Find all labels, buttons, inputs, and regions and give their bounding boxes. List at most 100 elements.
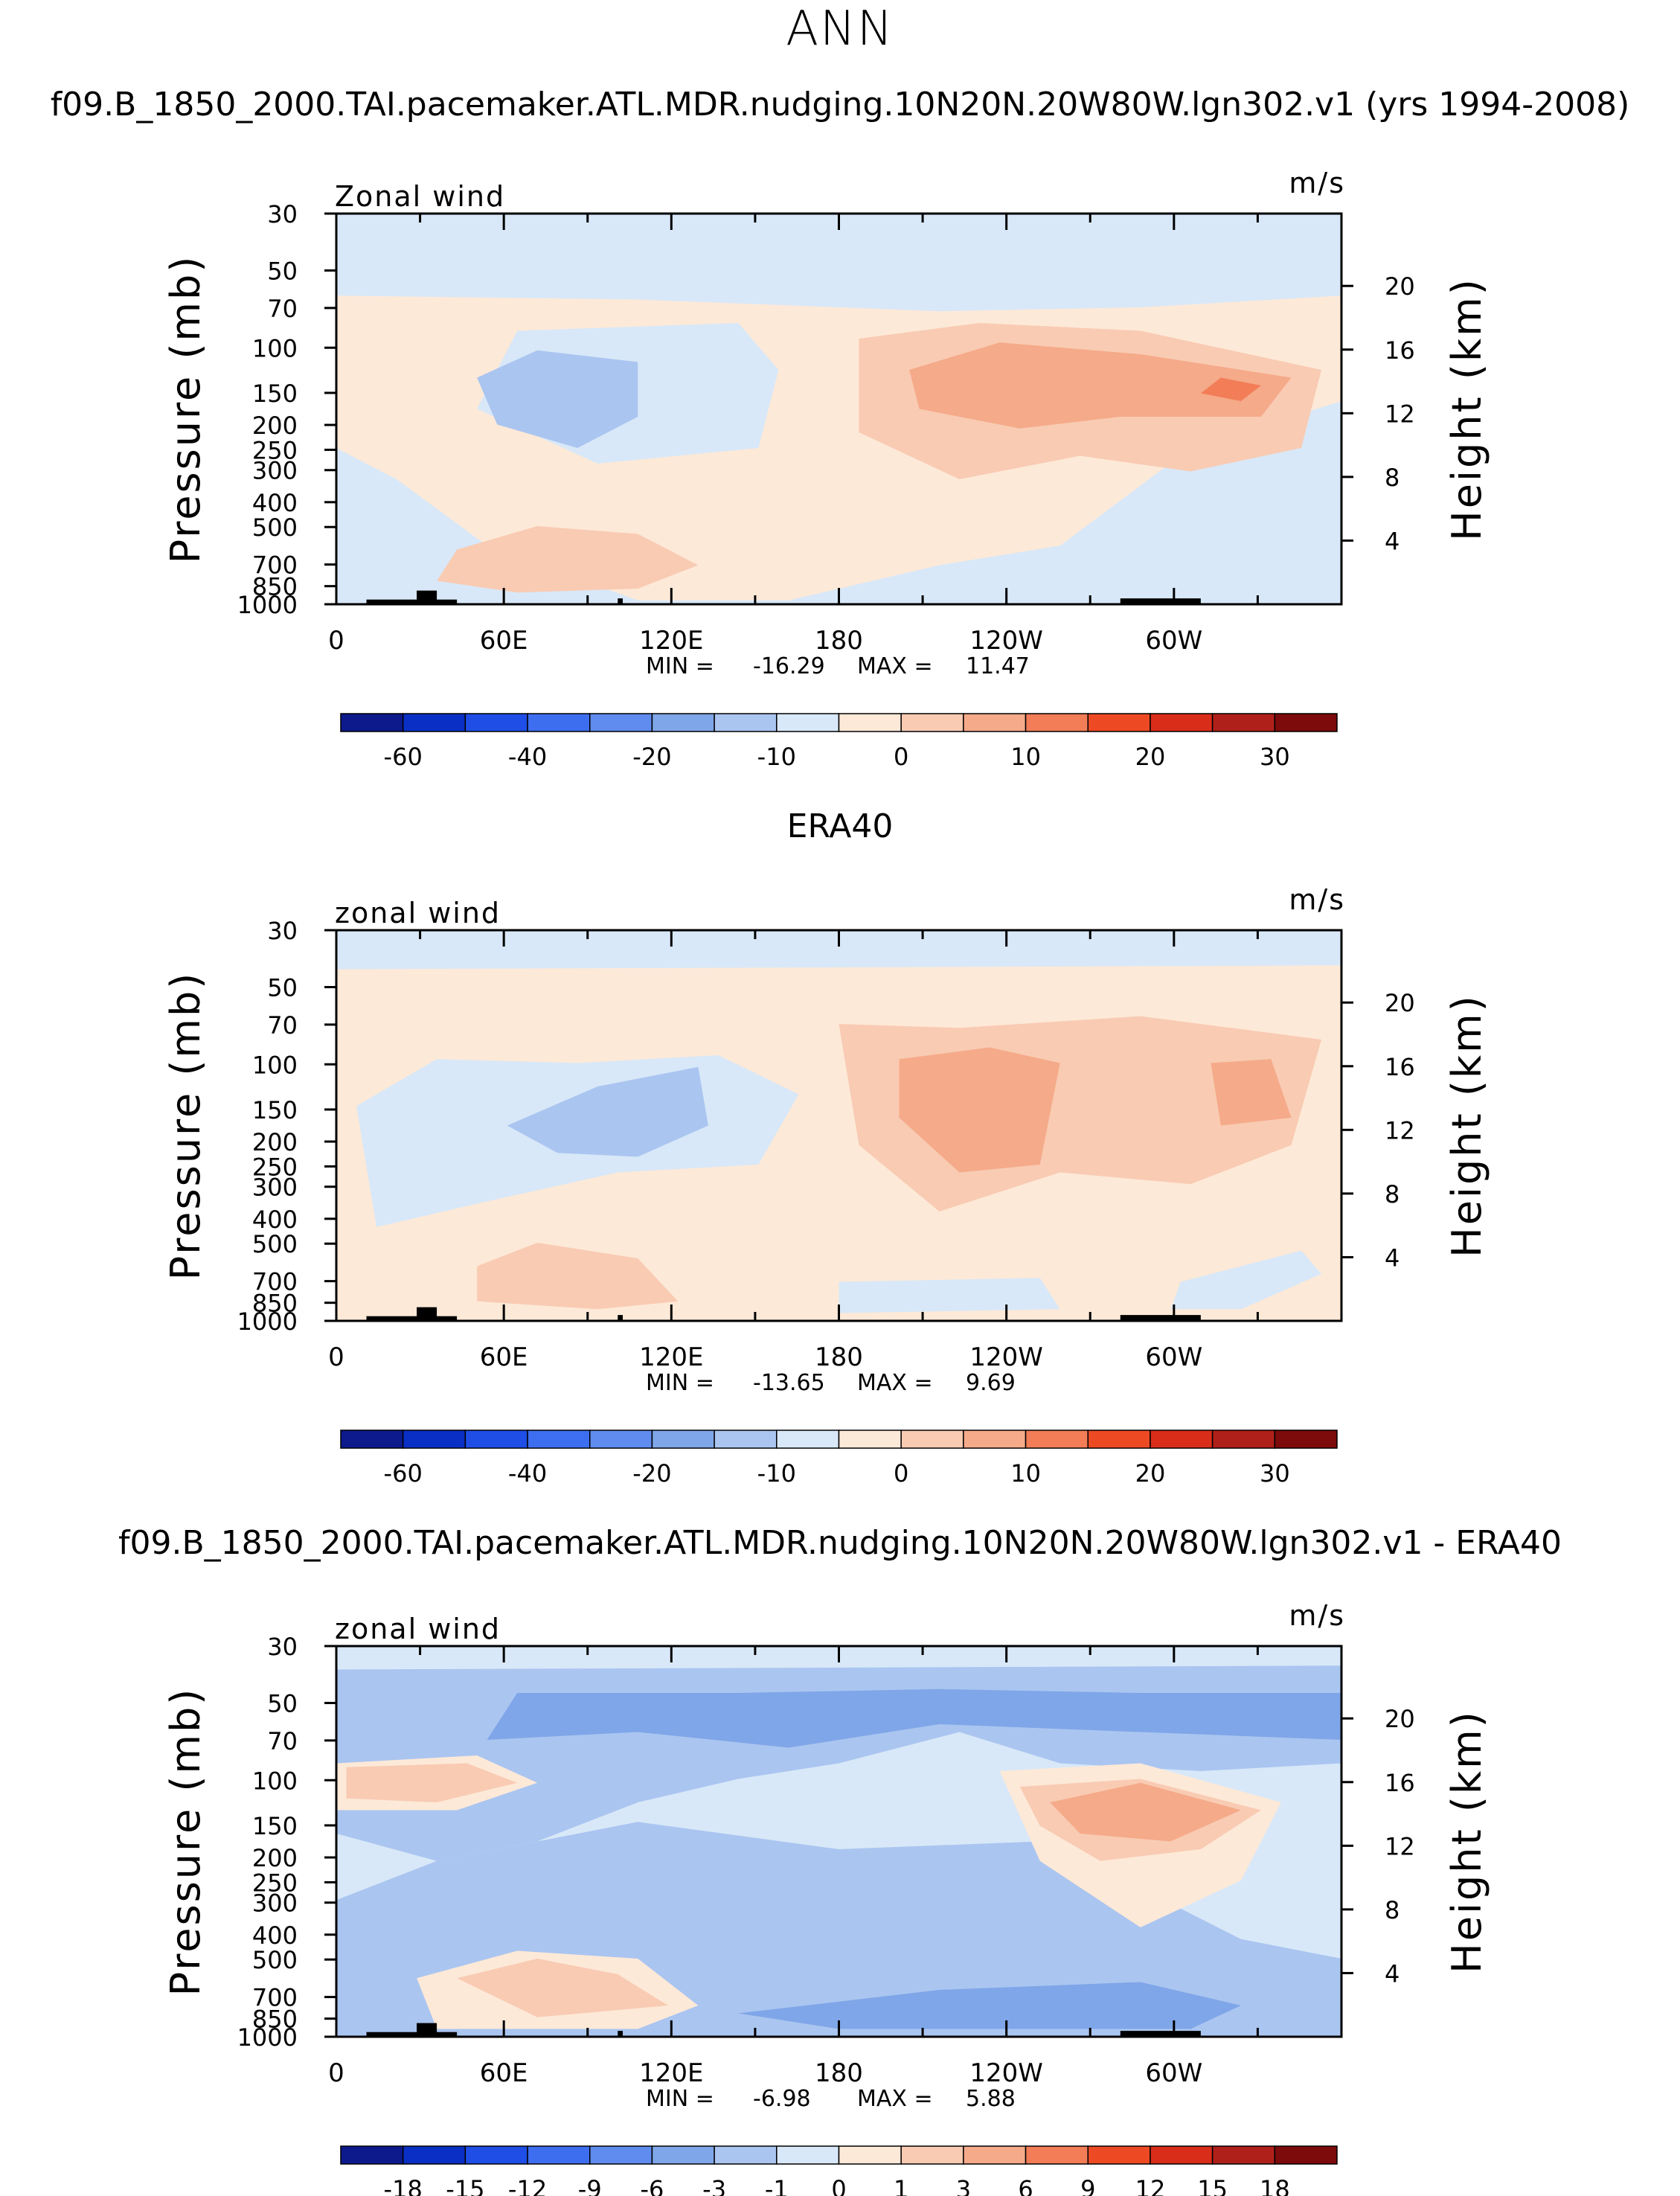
colorbar-box bbox=[402, 1430, 467, 1449]
x-tick-label: 0 bbox=[328, 626, 344, 656]
y2-tick-label: 4 bbox=[1385, 1959, 1400, 1988]
y-tick-label: 500 bbox=[252, 1946, 298, 1974]
colorbar-box bbox=[714, 713, 778, 732]
contour-fill-11 bbox=[457, 1959, 668, 2017]
min-label: MIN = bbox=[646, 2086, 714, 2112]
colorbar-label: -1 bbox=[765, 2175, 789, 2196]
units-label: m/s bbox=[1289, 1599, 1345, 1632]
contour-fill-7 bbox=[839, 1278, 1060, 1313]
y-tick-label: 70 bbox=[267, 1011, 298, 1040]
colorbar-box bbox=[589, 2145, 653, 2165]
max-label: MAX = bbox=[857, 1370, 933, 1396]
topography-0 bbox=[366, 599, 458, 604]
colorbar-label: -10 bbox=[757, 743, 796, 771]
y-tick-label: 200 bbox=[252, 1844, 298, 1872]
min-label: MIN = bbox=[646, 1370, 714, 1396]
page-title: ANN bbox=[786, 1, 894, 57]
x-tick-label: 120E bbox=[639, 2058, 703, 2088]
contour-fill-7 bbox=[889, 573, 1000, 593]
colorbar-label: 9 bbox=[1080, 2175, 1095, 2196]
y-tick-label: 150 bbox=[252, 1096, 298, 1124]
y-tick-label: 850 bbox=[252, 573, 298, 601]
colorbar-box bbox=[963, 713, 1027, 732]
colorbar-label: -15 bbox=[446, 2175, 484, 2196]
x-tick-label: 60E bbox=[480, 626, 528, 656]
panel-3: 0 60E 120E 180 120W 60W 30 50 70 100 150 200 250 300 4… bbox=[0, 1578, 1680, 2196]
topography-2 bbox=[618, 1315, 623, 1321]
max-value: 9.69 bbox=[966, 1370, 1016, 1396]
x-tick-label: 60W bbox=[1145, 626, 1202, 656]
panel-2-title: ERA40 bbox=[786, 807, 894, 845]
colorbar-box bbox=[1211, 1430, 1276, 1449]
topography-2 bbox=[618, 2031, 623, 2037]
max-label: MAX = bbox=[857, 2086, 933, 2112]
colorbar-label: -20 bbox=[632, 743, 671, 771]
x-tick-label: 60W bbox=[1145, 2058, 1202, 2088]
y2-tick-label: 20 bbox=[1385, 989, 1415, 1017]
y-tick-label: 1000 bbox=[237, 1307, 298, 1336]
y2-tick-label: 8 bbox=[1385, 464, 1400, 492]
panel-2: 0 60E 120E 180 120W 60W 30 50 70 100 150 200 250 300 4… bbox=[0, 862, 1680, 1488]
y-tick-label: 70 bbox=[267, 1727, 298, 1755]
y-tick-label: 50 bbox=[267, 973, 298, 1002]
y-tick-label: 100 bbox=[252, 1767, 298, 1795]
colorbar-box bbox=[1274, 2145, 1338, 2165]
colorbar-box bbox=[1025, 1430, 1089, 1449]
panel-1: 0 60E 120E 180 120W 60W 30 50 70 100 150 200 250 300 4… bbox=[0, 145, 1680, 771]
y-tick-label: 100 bbox=[252, 334, 298, 362]
colorbar-label: 12 bbox=[1135, 2175, 1166, 2196]
y-tick-label: 500 bbox=[252, 1230, 298, 1258]
y2-tick-label: 12 bbox=[1385, 400, 1415, 428]
colorbar-label: 0 bbox=[894, 743, 908, 771]
colorbar-label: -10 bbox=[757, 1459, 796, 1488]
contour-fill-5 bbox=[1200, 377, 1261, 401]
contour-fill-2 bbox=[487, 1688, 1341, 1748]
colorbar-box bbox=[776, 2145, 840, 2165]
y2-tick-label: 16 bbox=[1385, 1769, 1415, 1797]
panel-1-title: f09.B_1850_2000.TAI.pacemaker.ATL.MDR.nu… bbox=[50, 86, 1630, 124]
x-tick-label: 60E bbox=[480, 1342, 528, 1372]
y-axis-label: Pressure (mb) bbox=[162, 1687, 209, 1997]
max-value: 5.88 bbox=[966, 2086, 1016, 2112]
colorbar-label: 30 bbox=[1260, 1459, 1290, 1488]
colorbar-box bbox=[1211, 713, 1276, 732]
y-tick-label: 500 bbox=[252, 513, 298, 542]
colorbar-label: 10 bbox=[1010, 1459, 1041, 1488]
y-tick-label: 1000 bbox=[237, 2023, 298, 2052]
colorbar-label: 0 bbox=[894, 1459, 908, 1488]
variable-label: zonal wind bbox=[335, 897, 501, 929]
max-value: 11.47 bbox=[966, 653, 1030, 679]
topography-1 bbox=[417, 2023, 437, 2037]
contour-fill-7 bbox=[1050, 1782, 1241, 1842]
colorbar-box bbox=[1150, 1430, 1213, 1449]
colorbar-label: -9 bbox=[578, 2175, 602, 2196]
colorbar-box bbox=[776, 1430, 840, 1449]
contour-fill-4 bbox=[899, 1047, 1060, 1173]
y2-tick-label: 4 bbox=[1385, 527, 1400, 555]
colorbar-label: -60 bbox=[384, 743, 423, 771]
y-tick-label: 30 bbox=[267, 1633, 298, 1661]
x-tick-label: 120E bbox=[639, 626, 703, 656]
units-label: m/s bbox=[1289, 167, 1345, 199]
contour-fill-4 bbox=[909, 342, 1292, 429]
x-tick-label: 60W bbox=[1145, 1342, 1202, 1372]
y-tick-label: 400 bbox=[252, 1921, 298, 1950]
panel-3-svg: 0 60E 120E 180 120W 60W3050701001502002503004… bbox=[162, 1599, 1490, 2196]
panel-2-svg: 0 60E 120E 180 120W 60W3050701001502002503004… bbox=[162, 883, 1490, 1488]
units-label: m/s bbox=[1289, 883, 1345, 916]
min-value: -13.65 bbox=[753, 1370, 825, 1396]
x-tick-label: 120W bbox=[969, 1342, 1043, 1372]
colorbar-label: -40 bbox=[508, 743, 547, 771]
colorbar-label: -12 bbox=[508, 2175, 547, 2196]
y-tick-label: 200 bbox=[252, 1128, 298, 1156]
y2-tick-label: 8 bbox=[1385, 1896, 1400, 1924]
topography-1 bbox=[417, 1307, 437, 1321]
colorbar-label: 1 bbox=[894, 2175, 908, 2196]
colorbar-box bbox=[464, 713, 528, 732]
colorbar-box bbox=[1211, 2145, 1276, 2165]
y2-tick-label: 8 bbox=[1385, 1180, 1400, 1209]
y2-axis-label: Height (km) bbox=[1443, 1709, 1490, 1973]
colorbar-label: -18 bbox=[384, 2175, 423, 2196]
y-tick-label: 400 bbox=[252, 1206, 298, 1234]
x-tick-label: 0 bbox=[328, 2058, 344, 2088]
